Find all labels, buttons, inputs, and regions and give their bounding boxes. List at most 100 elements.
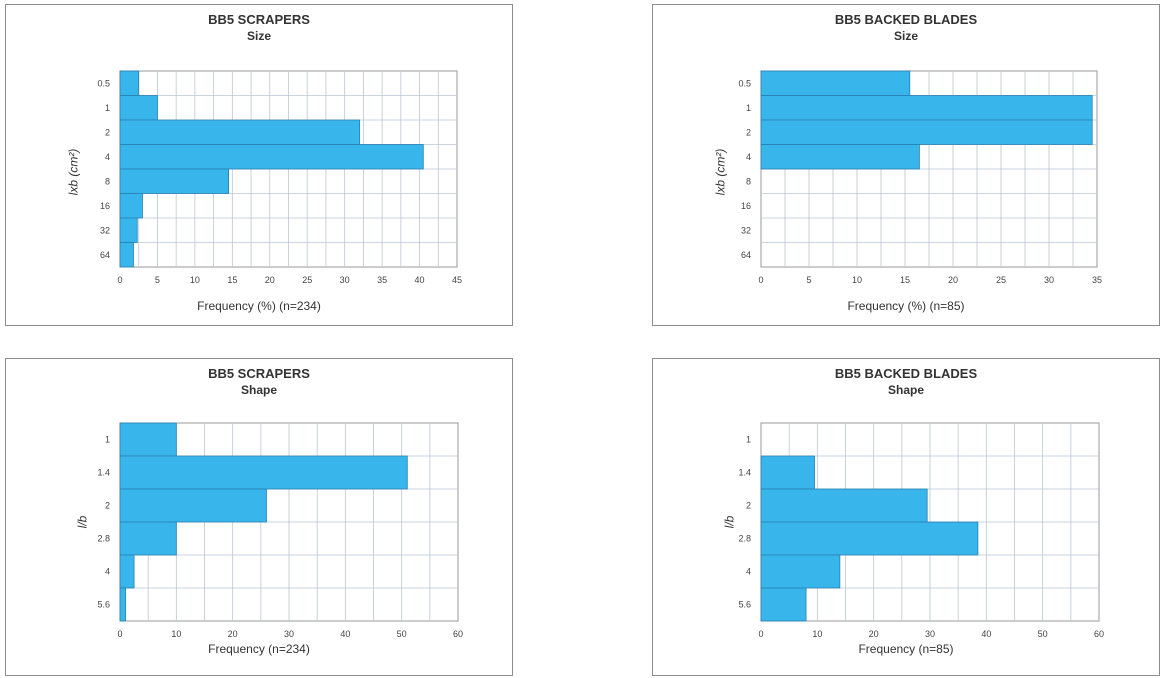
y-tick-label: 64	[741, 250, 751, 260]
bar-0.5	[760, 70, 911, 96]
x-tick-label: 10	[852, 275, 862, 285]
y-tick-label: 1	[746, 103, 751, 113]
x-tick-label: 10	[171, 629, 181, 639]
chart-title: BB5 SCRAPERS	[208, 12, 310, 27]
x-tick-label: 45	[452, 275, 462, 285]
x-tick-label: 40	[340, 629, 350, 639]
y-tick-label: 0.5	[738, 78, 751, 88]
y-tick-label: 32	[741, 225, 751, 235]
bar-5.6	[760, 587, 807, 622]
x-tick-label: 40	[415, 275, 425, 285]
y-tick-label: 2.8	[738, 534, 751, 544]
x-tick-label: 20	[265, 275, 275, 285]
bar-4	[760, 554, 841, 589]
y-axis-label: lxb (cm²)	[713, 148, 728, 196]
bar-64	[119, 242, 134, 268]
x-tick-label: 30	[1044, 275, 1054, 285]
bar-8	[119, 168, 229, 194]
bar-1	[119, 95, 158, 121]
y-tick-label: 64	[100, 250, 110, 260]
chart-plot: 1 1.4 2 2.8 4 5.6 0 10 20 30 40 50 60	[97, 422, 463, 639]
bar-32	[119, 217, 138, 243]
chart-title: BB5 SCRAPERS	[208, 366, 310, 381]
bar-1	[119, 422, 177, 457]
chart-scrapers-shape: BB5 SCRAPERS Shape 1 1.4 2 2.8 4 5.6 0 10 20 30 40…	[5, 358, 513, 676]
x-tick-label: 35	[377, 275, 387, 285]
bar-1.4	[760, 455, 815, 490]
bar-4	[119, 144, 424, 170]
bar-2	[119, 119, 361, 145]
x-tick-label: 40	[981, 629, 991, 639]
bar-4	[760, 144, 920, 170]
y-tick-label: 1	[105, 103, 110, 113]
x-tick-label: 30	[340, 275, 350, 285]
x-tick-label: 60	[1094, 629, 1104, 639]
chart-subtitle: Size	[893, 29, 918, 43]
x-tick-label: 0	[758, 629, 763, 639]
y-axis-label: l/b	[722, 515, 737, 529]
y-tick-label: 5.6	[738, 600, 751, 610]
x-tick-label: 20	[948, 275, 958, 285]
bar-16	[119, 193, 143, 219]
chart-backed-blades-size: BB5 BACKED BLADES Size 0.5 1 2 4 8 16 32 64 0 5 10…	[652, 4, 1160, 326]
x-tick-label: 15	[227, 275, 237, 285]
y-tick-label: 16	[741, 201, 751, 211]
bar-2	[119, 488, 267, 523]
x-tick-label: 25	[996, 275, 1006, 285]
chart-title: BB5 BACKED BLADES	[834, 366, 978, 381]
chart-title: BB5 BACKED BLADES	[834, 12, 978, 27]
y-tick-label: 8	[746, 176, 751, 186]
bar-2.8	[119, 521, 177, 556]
y-tick-label: 4	[105, 567, 110, 577]
x-tick-label: 20	[228, 629, 238, 639]
x-axis-label: Frequency (n=85)	[858, 642, 954, 656]
bar-1.4	[119, 455, 408, 490]
chart-subtitle: Size	[246, 29, 271, 43]
y-tick-label: 2.8	[97, 534, 110, 544]
y-tick-label: 1.4	[738, 468, 751, 478]
y-tick-label: 32	[100, 225, 110, 235]
bar-0.5	[119, 70, 140, 96]
bar-1	[760, 95, 1093, 121]
x-tick-label: 0	[758, 275, 763, 285]
chart-subtitle: Shape	[887, 383, 924, 397]
x-tick-label: 5	[806, 275, 811, 285]
x-tick-label: 30	[925, 629, 935, 639]
bar-5.6	[119, 587, 127, 622]
y-tick-label: 4	[746, 567, 751, 577]
y-tick-label: 1	[746, 435, 751, 445]
y-tick-label: 0.5	[97, 78, 110, 88]
y-axis-label: lxb (cm²)	[66, 148, 81, 196]
x-axis-label: Frequency (%) (n=85)	[847, 299, 965, 313]
y-tick-label: 8	[105, 176, 110, 186]
y-tick-label: 16	[100, 201, 110, 211]
x-tick-label: 25	[302, 275, 312, 285]
chart-plot: 0.5 1 2 4 8 16 32 64 0 5 10 15 20 25 30 35	[738, 70, 1102, 285]
y-tick-label: 2	[105, 127, 110, 137]
y-tick-label: 2	[105, 501, 110, 511]
chart-scrapers-size: BB5 SCRAPERS Size 0.5 1 2 4 8 16 32 64 0 5 10 15 20 2…	[5, 4, 513, 326]
x-tick-label: 0	[117, 275, 122, 285]
x-tick-label: 50	[397, 629, 407, 639]
y-tick-label: 2	[746, 127, 751, 137]
bar-2.8	[760, 521, 979, 556]
y-tick-label: 4	[105, 152, 110, 162]
chart-backed-blades-shape: BB5 BACKED BLADES Shape 1 1.4 2 2.8 4 5.6 0 10 2…	[652, 358, 1160, 676]
x-tick-label: 50	[1038, 629, 1048, 639]
bar-4	[119, 554, 135, 589]
chart-plot: 1 1.4 2 2.8 4 5.6 0 10 20 30 40 50 60	[738, 422, 1104, 639]
y-tick-label: 1	[105, 435, 110, 445]
x-tick-label: 10	[190, 275, 200, 285]
x-tick-label: 15	[900, 275, 910, 285]
x-tick-label: 5	[155, 275, 160, 285]
y-tick-label: 4	[746, 152, 751, 162]
y-tick-label: 1.4	[97, 468, 110, 478]
bar-2	[760, 119, 1093, 145]
x-axis-label: Frequency (n=234)	[208, 642, 310, 656]
x-axis-label: Frequency (%) (n=234)	[197, 299, 321, 313]
x-tick-label: 30	[284, 629, 294, 639]
x-tick-label: 35	[1092, 275, 1102, 285]
x-tick-label: 0	[117, 629, 122, 639]
chart-plot: 0.5 1 2 4 8 16 32 64 0 5 10 15 20 25 30 35 40 45	[97, 70, 462, 285]
bar-2	[760, 488, 928, 523]
